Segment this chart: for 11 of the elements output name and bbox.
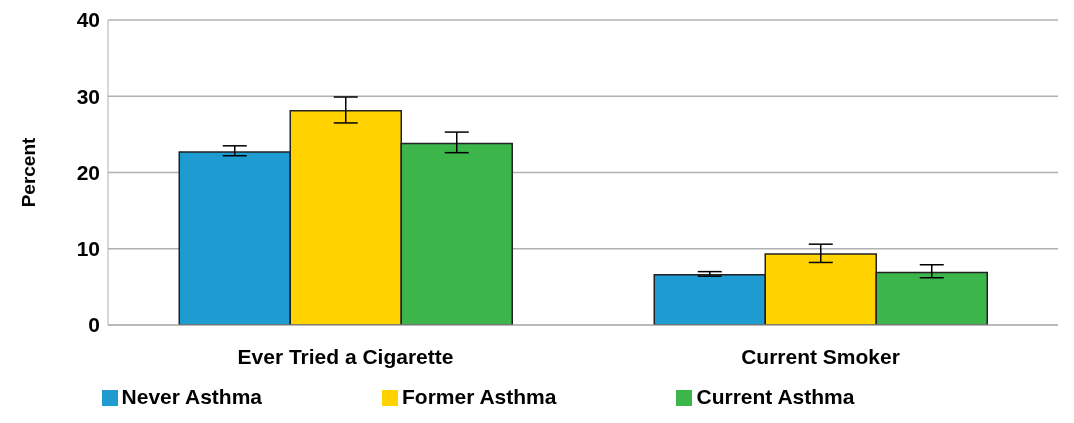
legend-label: Current Asthma [696,385,855,408]
x-tick-label: Current Smoker [741,344,900,368]
y-tick-label: 10 [76,237,100,261]
x-tick-label: Ever Tried a Cigarette [237,344,454,368]
y-tick-label: 0 [88,313,100,337]
y-tick-label: 40 [76,8,100,32]
legend-label: Former Asthma [402,385,557,408]
y-tick-label: 30 [76,84,100,108]
legend-label: Never Asthma [121,385,263,408]
y-axis-title: Percent [17,136,39,208]
y-tick-label: 20 [76,160,100,184]
